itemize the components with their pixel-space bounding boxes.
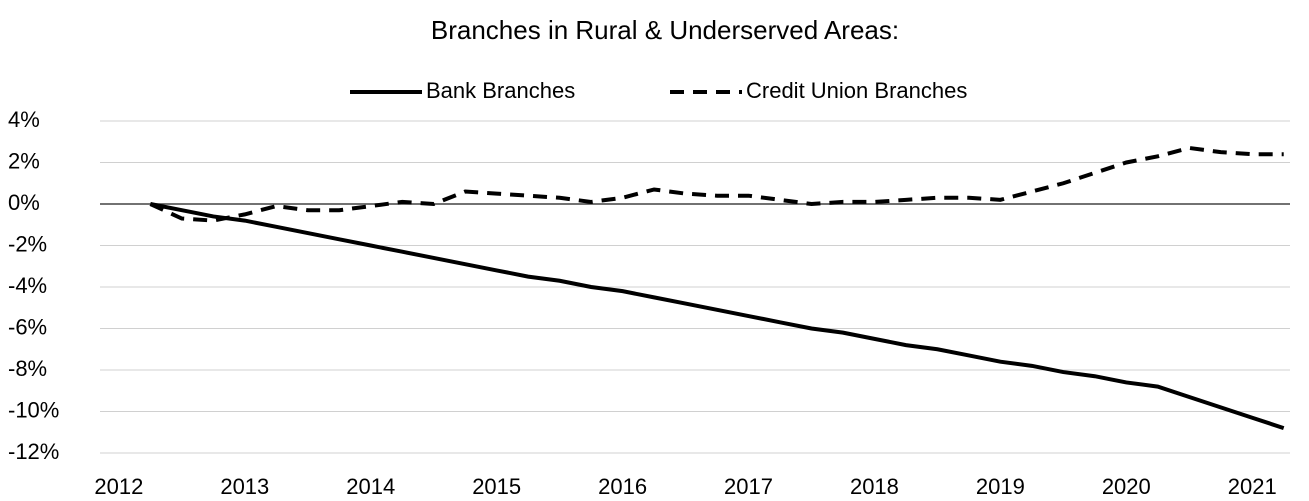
x-tick-label: 2013 xyxy=(220,474,269,499)
x-tick-label: 2021 xyxy=(1228,474,1277,499)
y-tick-label: -12% xyxy=(8,439,59,464)
x-tick-label: 2012 xyxy=(94,474,143,499)
legend-label: Credit Union Branches xyxy=(746,78,967,103)
x-tick-label: 2019 xyxy=(976,474,1025,499)
legend-label: Bank Branches xyxy=(426,78,575,103)
x-tick-label: 2020 xyxy=(1102,474,1151,499)
series-line xyxy=(149,145,1284,223)
x-tick-label: 2014 xyxy=(346,474,395,499)
x-tick-label: 2015 xyxy=(472,474,521,499)
y-tick-label: 4% xyxy=(8,107,40,132)
chart-title: Branches in Rural & Underserved Areas: xyxy=(431,15,899,45)
x-tick-label: 2016 xyxy=(598,474,647,499)
y-tick-label: -8% xyxy=(8,356,47,381)
y-tick-label: -6% xyxy=(8,314,47,339)
y-tick-label: -2% xyxy=(8,231,47,256)
x-tick-label: 2018 xyxy=(850,474,899,499)
y-tick-label: -10% xyxy=(8,397,59,422)
y-tick-label: -4% xyxy=(8,273,47,298)
x-tick-label: 2017 xyxy=(724,474,773,499)
y-tick-label: 0% xyxy=(8,190,40,215)
y-tick-label: 2% xyxy=(8,148,40,173)
series-line xyxy=(149,202,1285,430)
